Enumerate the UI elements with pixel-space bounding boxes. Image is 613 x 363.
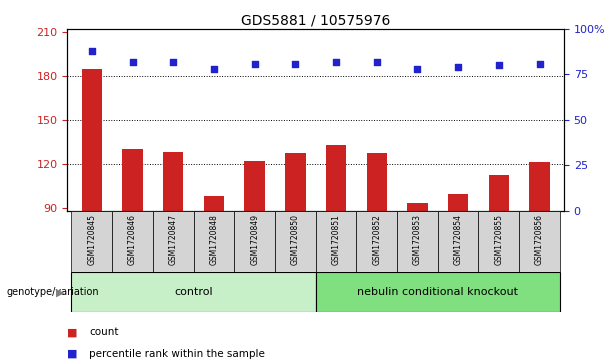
Bar — [356, 211, 397, 272]
Point — [331, 59, 341, 65]
Point — [128, 59, 137, 65]
Bar — [153, 211, 194, 272]
Bar — [530, 162, 550, 211]
Bar — [479, 211, 519, 272]
Bar — [519, 211, 560, 272]
Text: GSM1720856: GSM1720856 — [535, 213, 544, 265]
Bar — [82, 69, 102, 211]
Bar — [234, 211, 275, 272]
Bar — [448, 195, 468, 211]
Text: control: control — [174, 287, 213, 297]
Text: GSM1720852: GSM1720852 — [372, 213, 381, 265]
Bar — [316, 272, 560, 312]
Text: GSM1720846: GSM1720846 — [128, 213, 137, 265]
Bar — [245, 161, 265, 211]
Point — [209, 66, 219, 72]
Bar — [407, 203, 428, 211]
Point — [372, 59, 382, 65]
Bar — [326, 145, 346, 211]
Text: nebulin conditional knockout: nebulin conditional knockout — [357, 287, 519, 297]
Bar — [438, 211, 479, 272]
Bar — [367, 154, 387, 211]
Point — [249, 61, 259, 66]
Point — [291, 61, 300, 66]
Bar — [112, 211, 153, 272]
Text: ▶: ▶ — [56, 287, 64, 297]
Bar — [72, 211, 112, 272]
Text: GSM1720850: GSM1720850 — [291, 213, 300, 265]
Text: GSM1720851: GSM1720851 — [332, 213, 341, 265]
Point — [87, 48, 97, 54]
Bar — [123, 149, 143, 211]
Text: count: count — [89, 327, 118, 337]
Point — [453, 64, 463, 70]
Bar — [163, 152, 183, 211]
Bar — [316, 211, 356, 272]
Text: GSM1720854: GSM1720854 — [454, 213, 463, 265]
Text: genotype/variation: genotype/variation — [6, 287, 99, 297]
Text: GSM1720855: GSM1720855 — [494, 213, 503, 265]
Text: GSM1720849: GSM1720849 — [250, 213, 259, 265]
Bar — [204, 196, 224, 211]
Bar — [194, 211, 234, 272]
Point — [169, 59, 178, 65]
Bar — [285, 154, 305, 211]
Text: GSM1720848: GSM1720848 — [210, 213, 218, 265]
Text: ■: ■ — [67, 327, 78, 337]
Text: percentile rank within the sample: percentile rank within the sample — [89, 349, 265, 359]
Bar — [72, 272, 316, 312]
Bar — [397, 211, 438, 272]
Text: ■: ■ — [67, 349, 78, 359]
Point — [413, 66, 422, 72]
Text: GSM1720847: GSM1720847 — [169, 213, 178, 265]
Text: GSM1720853: GSM1720853 — [413, 213, 422, 265]
Point — [494, 62, 504, 68]
Bar — [275, 211, 316, 272]
Bar — [489, 175, 509, 211]
Title: GDS5881 / 10575976: GDS5881 / 10575976 — [241, 14, 390, 28]
Text: GSM1720845: GSM1720845 — [87, 213, 96, 265]
Point — [535, 61, 544, 66]
